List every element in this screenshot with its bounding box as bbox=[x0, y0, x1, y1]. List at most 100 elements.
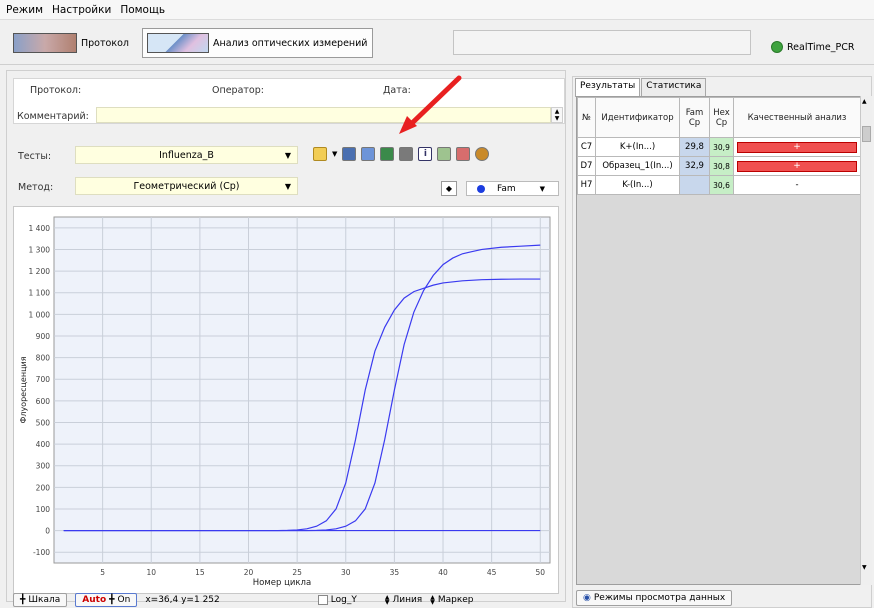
status-field bbox=[453, 30, 751, 55]
table-row[interactable]: H7 K-(In...) 30,6 - bbox=[577, 175, 861, 195]
comment-label: Комментарий: bbox=[17, 111, 89, 122]
cell-number: D7 bbox=[577, 156, 596, 176]
cell-hex: 30,9 bbox=[709, 137, 734, 157]
realtime-pcr-button[interactable]: RealTime_PCR bbox=[770, 34, 855, 60]
y-tick-label: 800 bbox=[36, 354, 51, 363]
scale-button[interactable]: ╋ Шкала bbox=[13, 593, 68, 607]
cell-fam: 32,9 bbox=[679, 156, 710, 176]
auto-label: Auto bbox=[82, 595, 107, 605]
x-tick-label: 35 bbox=[390, 568, 400, 577]
marker-spinner[interactable]: ▲ ▼ Маркер bbox=[430, 595, 473, 606]
protocol-button[interactable]: Протокол bbox=[12, 30, 130, 56]
x-tick-label: 20 bbox=[244, 568, 254, 577]
cell-hex: 30,6 bbox=[709, 175, 734, 195]
cell-number: H7 bbox=[577, 175, 596, 195]
spinner-icon: ▲ ▼ bbox=[384, 594, 390, 606]
x-tick-label: 30 bbox=[341, 568, 351, 577]
comment-input[interactable] bbox=[96, 107, 551, 123]
open-folder-icon[interactable] bbox=[313, 147, 327, 161]
x-tick-label: 10 bbox=[146, 568, 156, 577]
protocol-label: Протокол: bbox=[30, 85, 82, 96]
col-header-qual[interactable]: Качественный анализ bbox=[733, 97, 861, 138]
tab-statistics[interactable]: Статистика bbox=[641, 78, 707, 96]
table-row[interactable]: D7 Образец_1(In...) 32,9 30,8 + bbox=[577, 156, 861, 176]
grid-icon[interactable] bbox=[399, 147, 414, 161]
results-table: № Идентификатор Fam Cp Hex Cp Качественн… bbox=[577, 97, 861, 195]
logy-checkbox[interactable]: Log_Y bbox=[317, 595, 357, 605]
info-icon[interactable]: i bbox=[418, 147, 433, 161]
col-header-id[interactable]: Идентификатор bbox=[595, 97, 680, 138]
menu-bar: Режим Настройки Помощь bbox=[0, 0, 874, 20]
crosshair-icon: ╋ bbox=[109, 595, 115, 605]
channel-value: Fam bbox=[497, 183, 516, 194]
x-tick-label: 45 bbox=[487, 568, 497, 577]
y-tick-label: -100 bbox=[33, 548, 50, 557]
y-axis-label: Флуоресценция bbox=[19, 356, 28, 423]
y-tick-label: 1 300 bbox=[29, 245, 51, 254]
list-icon[interactable] bbox=[437, 147, 452, 161]
col-header-number[interactable]: № bbox=[577, 97, 596, 138]
scroll-up-icon[interactable]: ▲ bbox=[862, 98, 867, 105]
protocol-thumbnail-icon bbox=[13, 33, 77, 53]
x-tick-label: 25 bbox=[292, 568, 302, 577]
y-tick-label: 500 bbox=[36, 418, 51, 427]
chevron-down-icon: ▼ bbox=[284, 182, 291, 191]
channel-toggle-button[interactable]: ◆ bbox=[441, 181, 457, 196]
positive-badge: + bbox=[737, 160, 857, 172]
tests-label: Тесты: bbox=[18, 151, 52, 162]
red-arrow-annotation bbox=[399, 75, 462, 134]
x-tick-label: 15 bbox=[195, 568, 205, 577]
tests-value: Influenza_B bbox=[159, 149, 214, 161]
menu-item-settings[interactable]: Настройки bbox=[52, 3, 112, 16]
gear-icon[interactable] bbox=[475, 147, 490, 161]
scroll-down-icon[interactable]: ▼ bbox=[862, 564, 867, 571]
line-spinner[interactable]: ▲ ▼ Линия bbox=[384, 594, 423, 606]
coords-readout: x=36,4 y=1 252 bbox=[145, 595, 220, 605]
cell-qual: + bbox=[733, 156, 861, 176]
results-scrollbar[interactable]: ▲ ▼ bbox=[860, 96, 872, 585]
checkbox-icon bbox=[317, 595, 328, 605]
chevron-down-icon[interactable]: ▼ bbox=[332, 150, 338, 158]
col-header-hex[interactable]: Hex Cp bbox=[709, 97, 734, 138]
line-label: Линия bbox=[392, 595, 423, 605]
series-line bbox=[63, 278, 541, 532]
plot-area bbox=[53, 216, 551, 564]
scale-label: Шкала bbox=[28, 595, 61, 605]
tab-results[interactable]: Результаты bbox=[575, 78, 641, 97]
col-header-fam[interactable]: Fam Cp bbox=[679, 97, 710, 138]
analysis-button[interactable]: Анализ оптических измерений bbox=[142, 28, 373, 58]
y-tick-label: 1 100 bbox=[29, 289, 51, 298]
y-tick-label: 1 200 bbox=[29, 267, 51, 276]
analysis-button-label: Анализ оптических измерений bbox=[213, 37, 368, 49]
channel-color-icon bbox=[477, 184, 485, 193]
view-modes-button[interactable]: ◉ Режимы просмотра данных bbox=[576, 590, 733, 606]
comment-spinner[interactable]: ▲ ▼ bbox=[551, 107, 563, 123]
report-icon[interactable] bbox=[456, 147, 471, 161]
cell-fam bbox=[679, 175, 710, 195]
operator-label: Оператор: bbox=[212, 85, 264, 96]
table-row[interactable]: C7 K+(In...) 29,8 30,9 + bbox=[577, 137, 861, 157]
y-tick-label: 900 bbox=[36, 332, 51, 341]
y-tick-label: 700 bbox=[36, 375, 51, 384]
realtime-icon bbox=[771, 41, 783, 53]
binoculars-icon: ◉ bbox=[583, 593, 591, 603]
chevron-down-icon: ▼ bbox=[539, 184, 546, 193]
channel-select[interactable]: Fam ▼ bbox=[466, 181, 559, 196]
auto-on-button[interactable]: Auto ╋ On bbox=[75, 593, 138, 607]
y-tick-label: 200 bbox=[36, 483, 51, 492]
protocol-button-label: Протокол bbox=[81, 37, 129, 49]
y-tick-label: 1 000 bbox=[29, 310, 51, 319]
save-icon[interactable] bbox=[342, 147, 357, 161]
chart-bottom-bar: ╋ Шкала Auto ╋ On x=36,4 y=1 252 Log_Y ▲ ▼… bbox=[13, 592, 561, 608]
copy-icon[interactable] bbox=[361, 147, 376, 161]
method-select[interactable]: Геометрический (Cp) ▼ bbox=[75, 177, 298, 195]
export-icon[interactable] bbox=[380, 147, 395, 161]
menu-item-help[interactable]: Помощь bbox=[120, 3, 166, 16]
fluorescence-chart[interactable]: -100 0 100 200 300 400 500 600 700 800 900 1 000 1 1… bbox=[13, 206, 559, 594]
y-tick-label: 300 bbox=[36, 462, 51, 471]
y-tick-label: 1 400 bbox=[29, 224, 51, 233]
tests-select[interactable]: Influenza_B ▼ bbox=[75, 146, 298, 164]
menu-item-mode[interactable]: Режим bbox=[6, 3, 43, 16]
scroll-thumb[interactable] bbox=[862, 126, 871, 142]
